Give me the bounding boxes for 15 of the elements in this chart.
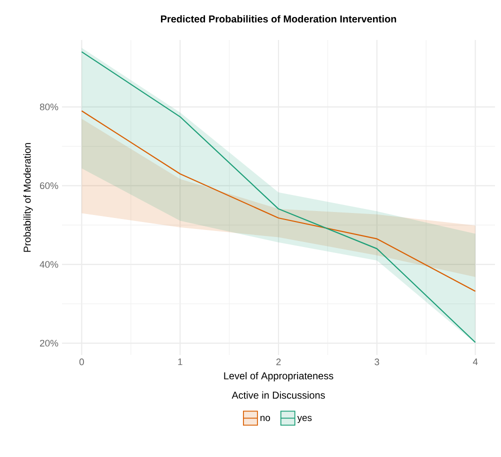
x-tick-label: 0: [79, 358, 84, 366]
x-tick-label: 1: [178, 358, 182, 366]
legend-label: no: [260, 416, 270, 422]
chart-title: Predicted Probabilities of Moderation Intervention: [160, 15, 396, 22]
y-axis-title: Probability of Moderation: [23, 143, 33, 252]
y-tick-label: 40%: [40, 261, 58, 268]
x-tick-label: 4: [472, 358, 478, 366]
legend-title: Active in Discussions: [232, 391, 325, 399]
y-tick-label: 20%: [40, 340, 58, 347]
y-tick-label: 60%: [40, 182, 58, 190]
legend-label: yes: [297, 416, 312, 423]
x-tick-label: 3: [374, 358, 380, 366]
y-tick-label: 80%: [40, 104, 58, 110]
x-axis-title: Level of Appropriateness: [224, 372, 334, 382]
x-tick-label: 2: [276, 358, 281, 366]
